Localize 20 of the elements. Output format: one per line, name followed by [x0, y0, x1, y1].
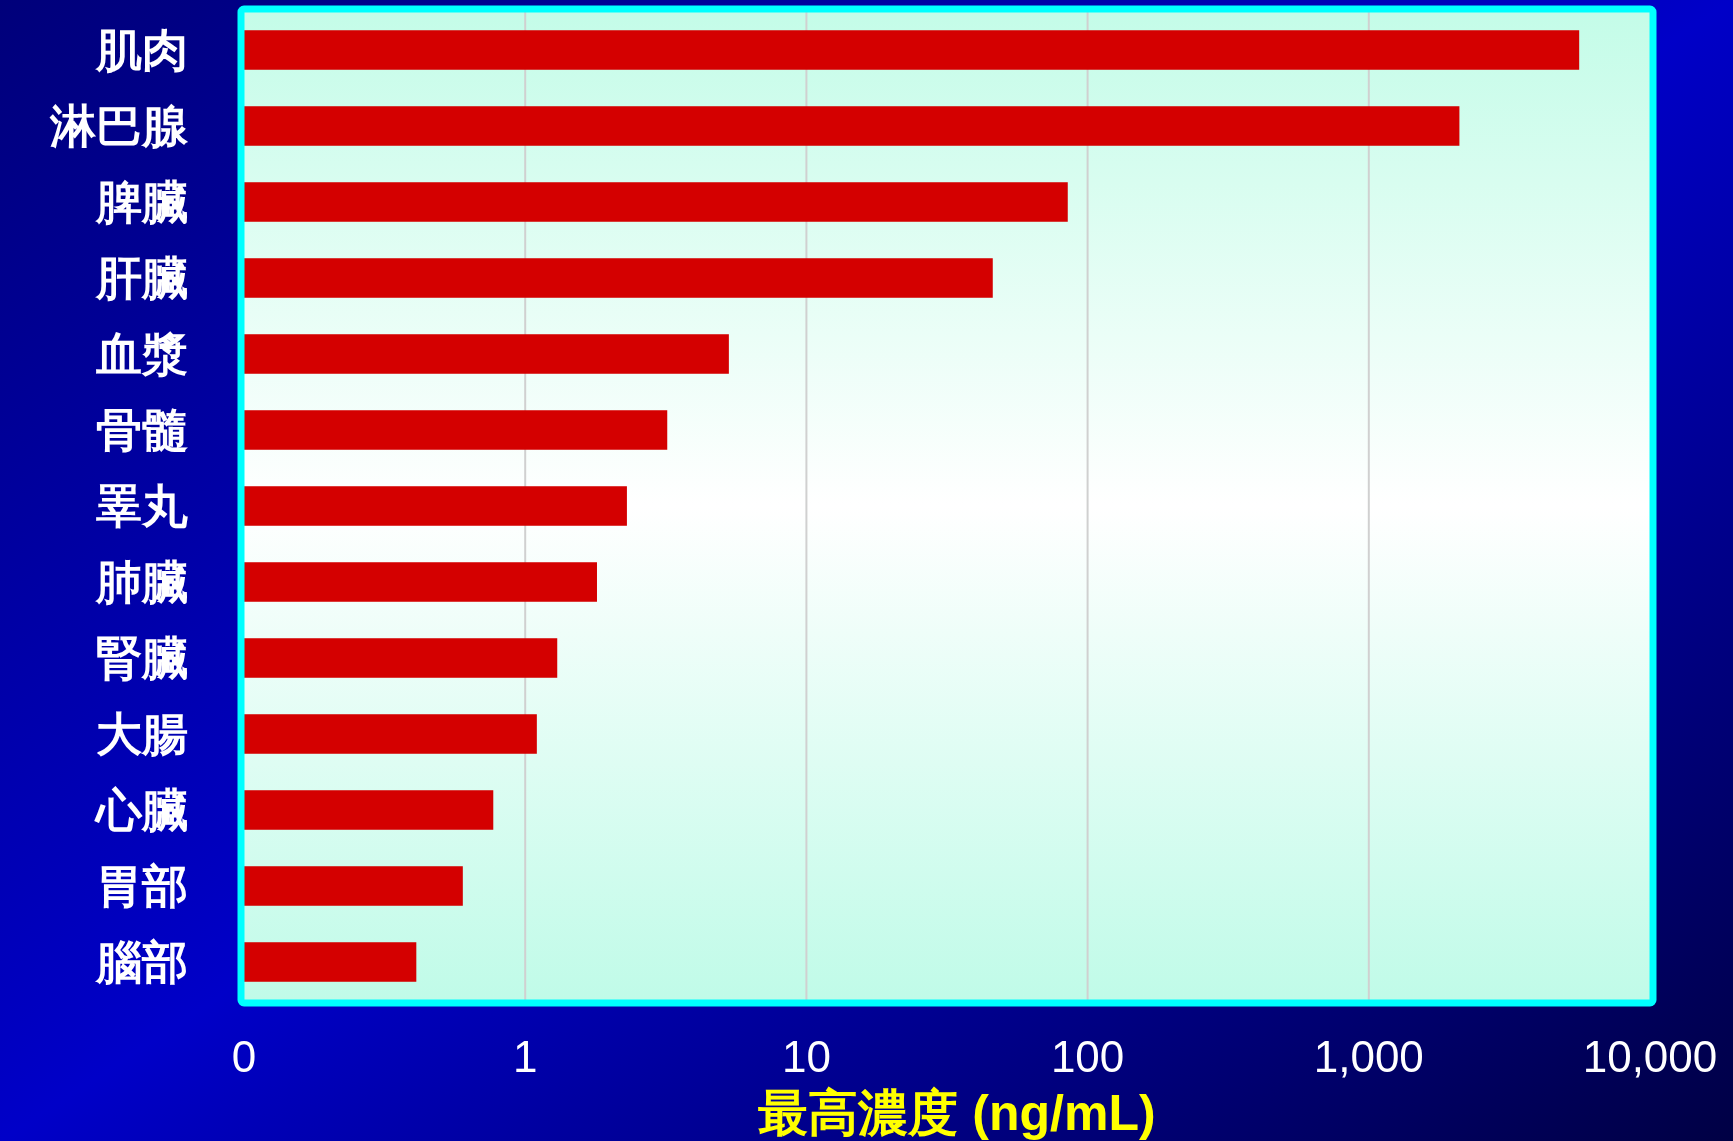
x-tick-label: 1,000 — [1313, 1032, 1424, 1081]
x-tick-label: 10,000 — [1582, 1032, 1718, 1081]
x-tick-label: 100 — [1050, 1032, 1125, 1081]
y-tick-label: 腎臟 — [96, 631, 188, 685]
x-tick-label: 10 — [781, 1032, 831, 1081]
x-tick-label: 0 — [231, 1032, 257, 1081]
y-tick-label: 胃部 — [96, 859, 188, 913]
y-tick-label: 腦部 — [94, 935, 188, 989]
y-tick-label: 大腸 — [96, 707, 188, 761]
y-tick-label: 肝臟 — [95, 251, 188, 305]
y-tick-label: 血漿 — [95, 327, 188, 381]
y-tick-label: 睪丸 — [96, 479, 188, 533]
y-tick-label: 骨髓 — [96, 403, 188, 457]
x-tick-label: 1 — [512, 1032, 538, 1081]
y-tick-label: 肺臟 — [95, 555, 188, 609]
y-tick-label: 脾臟 — [95, 175, 188, 229]
y-tick-label: 肌肉 — [95, 23, 188, 77]
y-tick-label: 淋巴腺 — [49, 99, 189, 153]
y-tick-label: 心臟 — [94, 783, 188, 837]
x-axis-title: 最高濃度 (ng/mL) — [758, 1085, 1156, 1141]
